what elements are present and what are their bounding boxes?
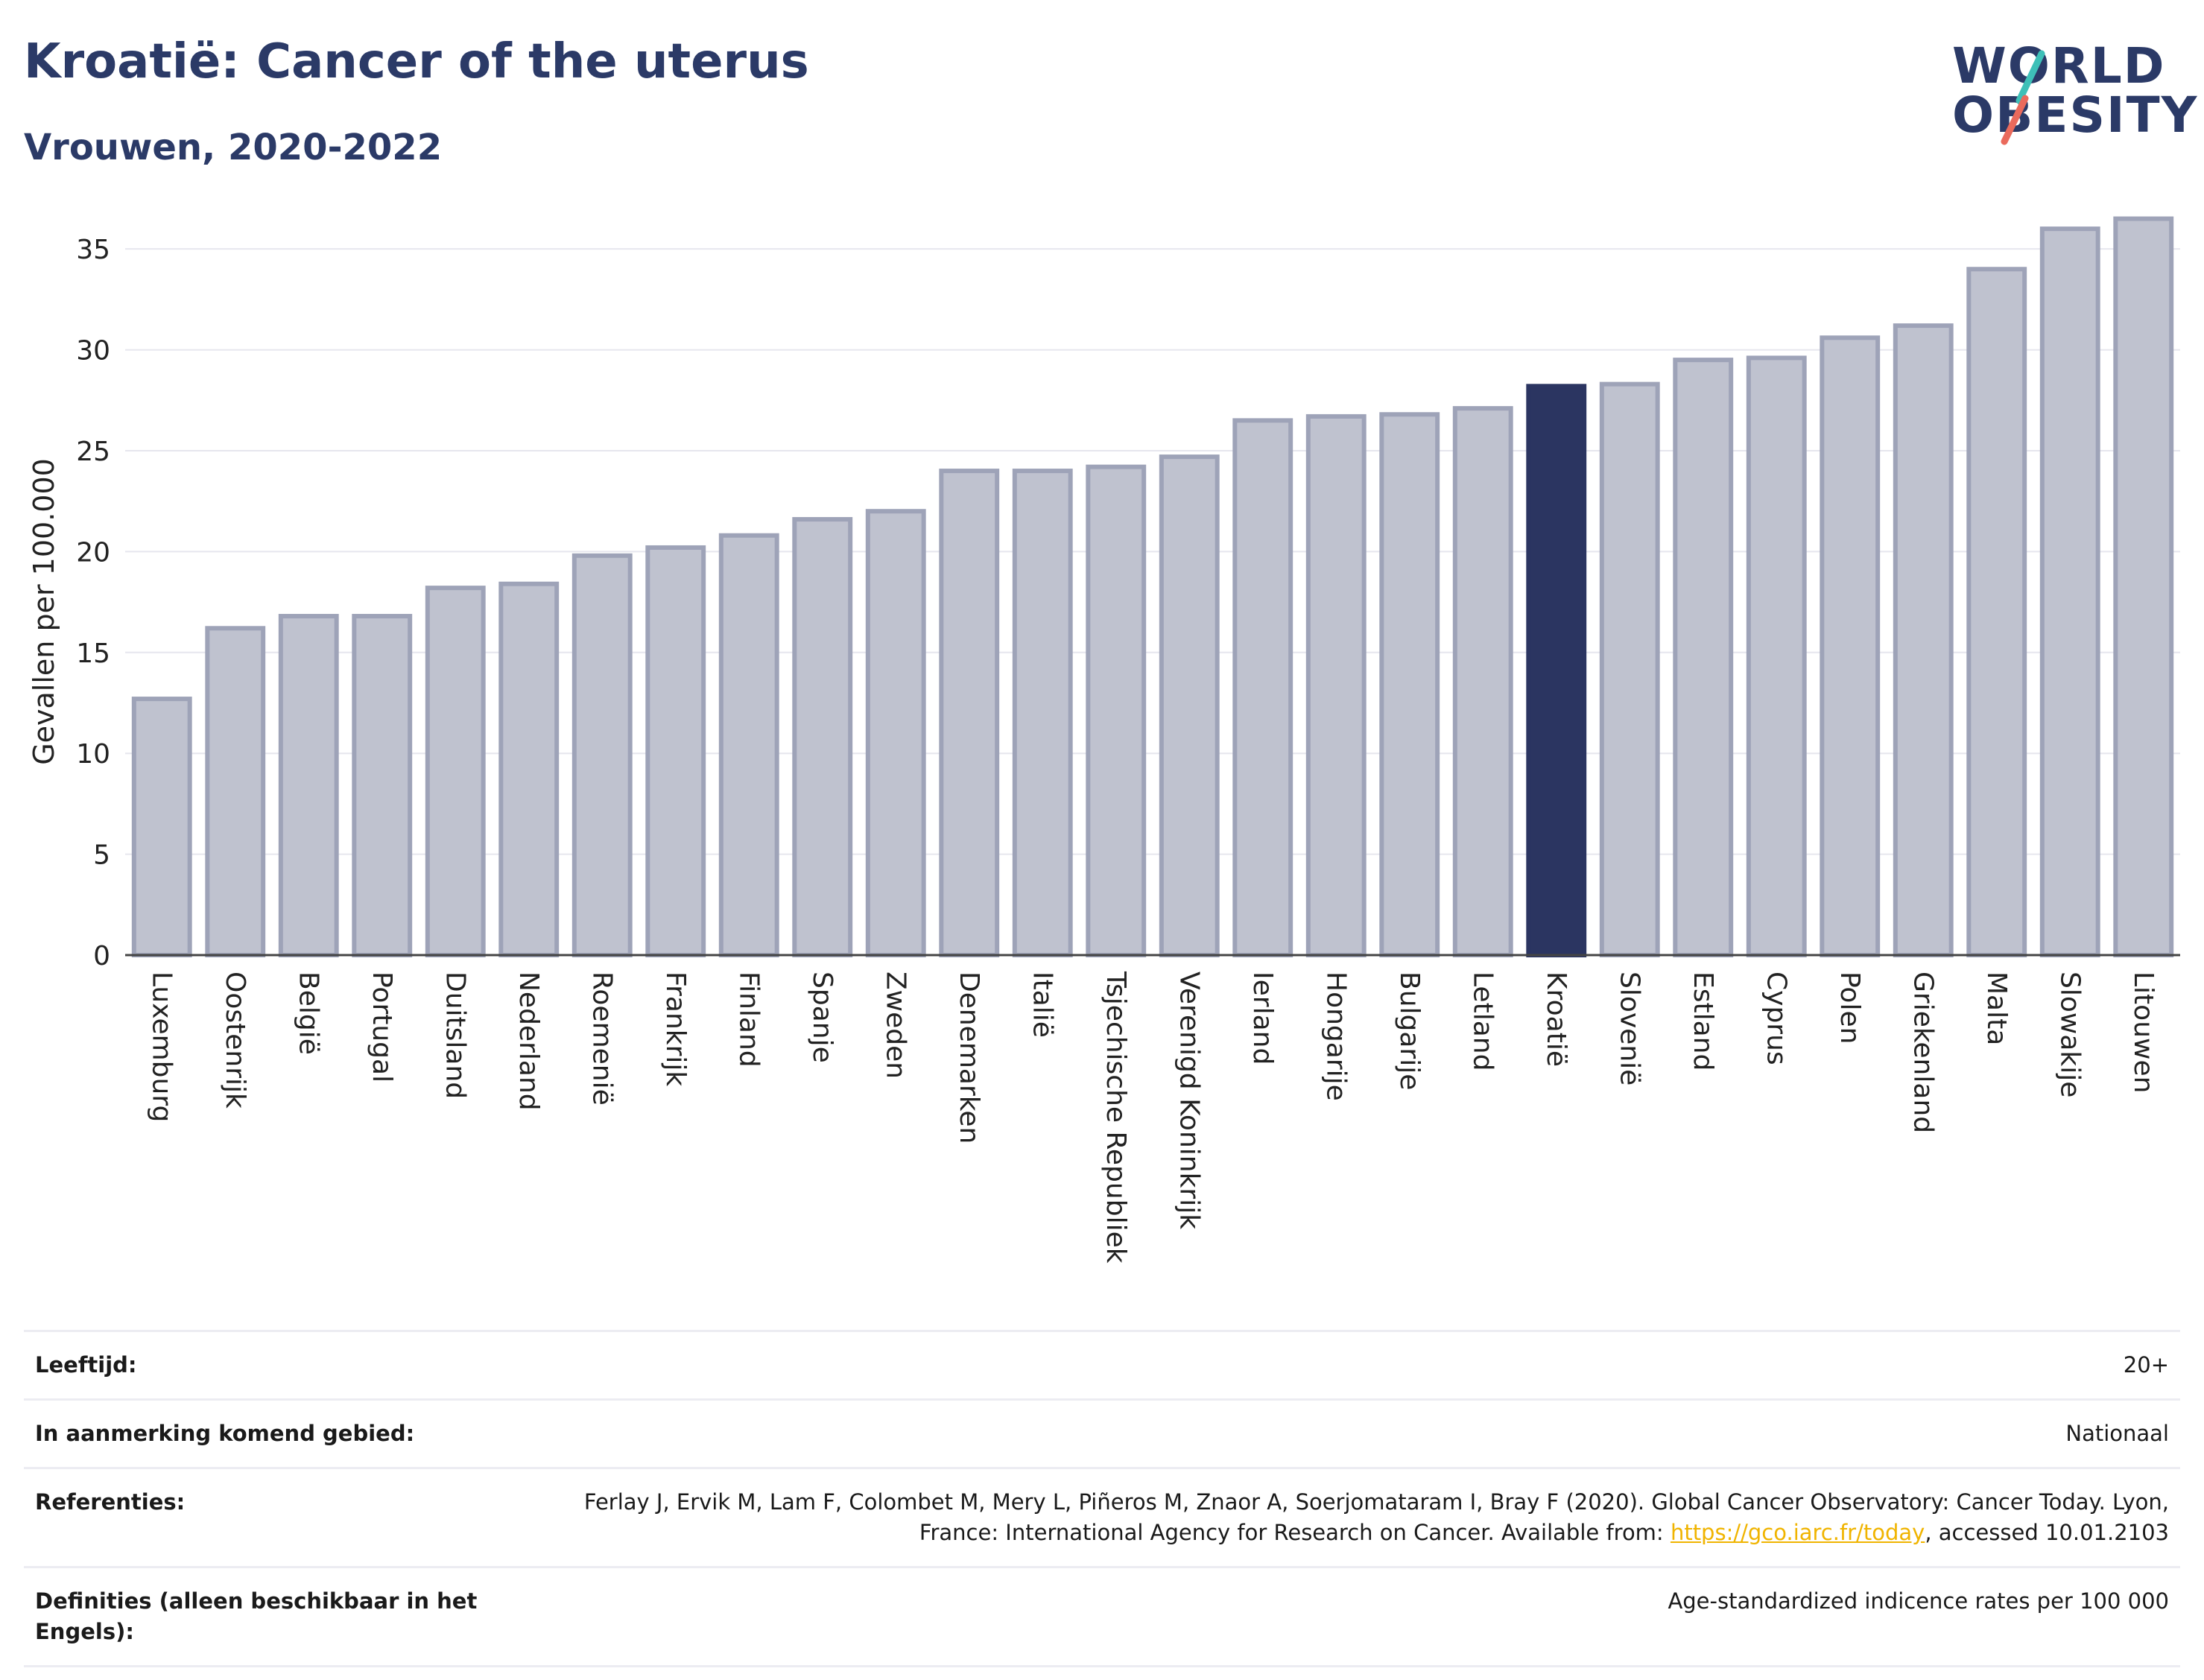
- x-tick-label: Kroatië: [1541, 971, 1571, 1067]
- x-tick-label: Spanje: [807, 971, 837, 1063]
- bar-verenigd-koninkrijk: [1159, 454, 1220, 957]
- info-table: Leeftijd: 20+ In aanmerking komend gebie…: [24, 1330, 2180, 1667]
- bar-polen: [1820, 335, 1881, 958]
- x-tick-label: Ierland: [1247, 971, 1278, 1065]
- bar-litouwen: [2113, 216, 2174, 958]
- x-tick-label: Griekenland: [1907, 971, 1938, 1133]
- logo-line-2: OBESITY: [1952, 86, 2199, 144]
- x-tick-label: Roemenië: [586, 971, 617, 1106]
- x-tick-label: Frankrijk: [660, 971, 691, 1086]
- bar-belgië: [278, 614, 339, 957]
- definitions-label: Definities (alleen beschikbaar in het En…: [35, 1588, 478, 1644]
- x-tick-label: Estland: [1688, 971, 1718, 1071]
- bar-spanje: [792, 517, 853, 957]
- x-tick-label: Letland: [1467, 971, 1498, 1071]
- y-tick-label: 25: [76, 437, 110, 467]
- chart-bars: [131, 216, 2174, 958]
- x-tick-label: Italië: [1027, 971, 1057, 1038]
- world-obesity-logo: WORLD OBESITY: [1937, 30, 2197, 164]
- references-label: Referenties:: [35, 1489, 186, 1515]
- x-axis-ticks: Luxemburg Oostenrijk België Portugal Duitsla…: [146, 971, 2159, 1264]
- x-tick-label: Malta: [1981, 971, 2012, 1045]
- x-tick-label: Hongarije: [1320, 971, 1351, 1101]
- bar-duitsland: [425, 586, 486, 957]
- y-tick-label: 20: [76, 537, 110, 568]
- y-tick-label: 5: [93, 840, 110, 871]
- bar-italië: [1012, 469, 1073, 957]
- bar-estland: [1673, 358, 1734, 958]
- age-label: Leeftijd:: [35, 1352, 137, 1378]
- x-tick-label: Cyprus: [1761, 971, 1791, 1065]
- y-tick-label: 35: [76, 235, 110, 265]
- bar-frankrijk: [645, 545, 706, 957]
- bar-kroatië: [1526, 384, 1587, 957]
- bar-bulgarije: [1379, 412, 1440, 957]
- bar-slowakije: [2039, 226, 2100, 958]
- x-tick-label: Finland: [733, 971, 764, 1068]
- bar-malta: [1966, 267, 2027, 958]
- logo-line-1: WORLD: [1952, 37, 2166, 95]
- info-row-definitions: Definities (alleen beschikbaar in het En…: [24, 1566, 2180, 1667]
- x-tick-label: Zweden: [880, 971, 911, 1079]
- bar-griekenland: [1893, 323, 1954, 958]
- bar-slovenië: [1599, 381, 1660, 957]
- references-value: Ferlay J, Ervik M, Lam F, Colombet M, Me…: [512, 1487, 2169, 1548]
- info-row-references: Referenties: Ferlay J, Ervik M, Lam F, C…: [24, 1467, 2180, 1566]
- references-accessed: , accessed 10.01.2103: [1925, 1520, 2169, 1545]
- x-tick-label: Litouwen: [2128, 971, 2159, 1093]
- bar-nederland: [498, 581, 560, 958]
- bar-cyprus: [1746, 355, 1807, 957]
- references-link[interactable]: https://gco.iarc.fr/today: [1670, 1520, 1925, 1545]
- x-tick-label: Verenigd Koninkrijk: [1174, 971, 1204, 1229]
- bar-ierland: [1232, 418, 1293, 957]
- y-axis-ticks: 0 5 10 15 20 25 30 35: [76, 235, 110, 971]
- y-tick-label: 15: [76, 638, 110, 669]
- bar-chart: 0 5 10 15 20 25 30 35 Luxemburg Oostenrijk België…: [28, 216, 2180, 1264]
- x-tick-label: Slovenië: [1614, 971, 1644, 1085]
- bar-letland: [1452, 406, 1513, 957]
- x-tick-label: Duitsland: [440, 971, 470, 1099]
- y-axis-label: Gevallen per 100.000: [28, 458, 60, 765]
- area-label: In aanmerking komend gebied:: [35, 1421, 415, 1446]
- logo-slash-icon: [2001, 50, 2045, 145]
- bar-finland: [718, 533, 779, 957]
- chart-title: Kroatië: Cancer of the uterus: [24, 34, 809, 89]
- bar-denemarken: [939, 469, 1000, 957]
- bar-zweden: [865, 509, 926, 958]
- area-value: Nationaal: [2065, 1421, 2169, 1446]
- definitions-value: Age-standardized indicence rates per 100…: [1668, 1588, 2169, 1614]
- x-tick-label: Denemarken: [954, 971, 984, 1144]
- x-tick-label: Bulgarije: [1394, 971, 1425, 1090]
- x-tick-label: Portugal: [367, 971, 397, 1083]
- bar-tsjechische-republiek: [1086, 464, 1147, 958]
- bar-hongarije: [1305, 413, 1367, 958]
- bar-oostenrijk: [205, 626, 266, 957]
- info-row-area: In aanmerking komend gebied: Nationaal: [24, 1398, 2180, 1467]
- x-tick-label: België: [293, 971, 323, 1055]
- info-row-age: Leeftijd: 20+: [24, 1330, 2180, 1398]
- bar-roemenië: [571, 553, 633, 957]
- y-tick-label: 0: [93, 941, 110, 971]
- x-tick-label: Luxemburg: [146, 971, 177, 1122]
- y-tick-label: 30: [76, 336, 110, 367]
- bar-luxemburg: [131, 697, 192, 957]
- age-value: 20+: [2123, 1352, 2169, 1378]
- x-tick-label: Oostenrijk: [220, 971, 250, 1109]
- x-tick-label: Slowakije: [2054, 971, 2085, 1097]
- x-tick-label: Polen: [1834, 971, 1865, 1044]
- x-tick-label: Nederland: [513, 971, 544, 1111]
- references-text: Ferlay J, Ervik M, Lam F, Colombet M, Me…: [583, 1489, 2169, 1545]
- bar-portugal: [352, 614, 413, 957]
- chart-subtitle: Vrouwen, 2020-2022: [24, 127, 443, 168]
- y-tick-label: 10: [76, 739, 110, 770]
- x-tick-label: Tsjechische Republiek: [1101, 971, 1131, 1264]
